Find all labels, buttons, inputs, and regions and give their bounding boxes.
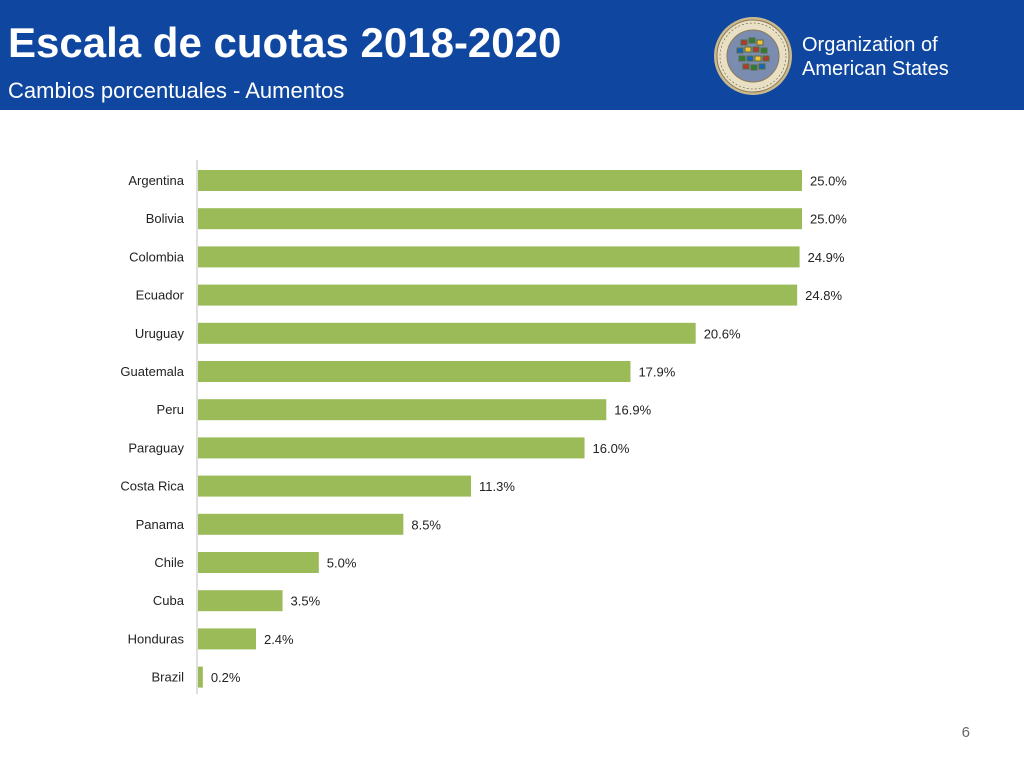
bar — [198, 208, 802, 230]
value-label: 5.0% — [327, 556, 357, 571]
category-label: Paraguay — [128, 440, 184, 455]
category-label: Guatemala — [120, 364, 184, 379]
value-label: 3.5% — [291, 594, 321, 609]
category-label: Chile — [154, 555, 184, 570]
category-label: Bolivia — [146, 211, 185, 226]
bar — [198, 246, 800, 268]
value-label: 2.4% — [264, 632, 294, 647]
bar — [198, 590, 283, 612]
category-label: Costa Rica — [120, 479, 184, 494]
value-label: 16.9% — [614, 403, 651, 418]
category-label: Argentina — [128, 173, 184, 188]
value-label: 25.0% — [810, 174, 847, 189]
bar — [198, 170, 802, 191]
bar — [198, 361, 631, 382]
value-label: 8.5% — [411, 517, 441, 532]
value-label: 24.8% — [805, 288, 842, 303]
organization-name: Organization of American States — [802, 33, 949, 81]
bar — [198, 475, 472, 497]
page-number: 6 — [961, 724, 970, 741]
header-banner: Escala de cuotas 2018-2020 Cambios porce… — [0, 0, 1024, 110]
category-label: Uruguay — [135, 326, 185, 341]
category-label: Cuba — [153, 593, 185, 608]
bar — [198, 399, 607, 421]
bar — [198, 666, 203, 688]
category-label: Brazil — [151, 670, 184, 685]
oas-seal-icon — [714, 17, 792, 95]
bar — [198, 513, 404, 535]
value-label: 0.2% — [211, 670, 241, 685]
category-label: Peru — [157, 402, 184, 417]
category-label: Panama — [136, 517, 185, 532]
bar — [198, 628, 256, 650]
page-title: Escala de cuotas 2018-2020 — [8, 19, 562, 66]
value-label: 24.9% — [808, 250, 845, 265]
bar — [198, 284, 798, 306]
bar — [198, 322, 696, 344]
category-label: Honduras — [128, 631, 185, 646]
bar — [198, 552, 319, 573]
page-subtitle: Cambios porcentuales - Aumentos — [8, 78, 345, 103]
value-label: 17.9% — [638, 365, 675, 380]
organization-name-line1: Organization of — [802, 34, 938, 56]
organization-name-line2: American States — [802, 58, 949, 80]
value-label: 16.0% — [593, 441, 630, 456]
category-label: Colombia — [129, 249, 185, 264]
value-label: 25.0% — [810, 212, 847, 227]
category-label: Ecuador — [136, 288, 185, 303]
value-label: 20.6% — [704, 326, 741, 341]
value-label: 11.3% — [479, 479, 515, 494]
bar — [198, 437, 585, 459]
